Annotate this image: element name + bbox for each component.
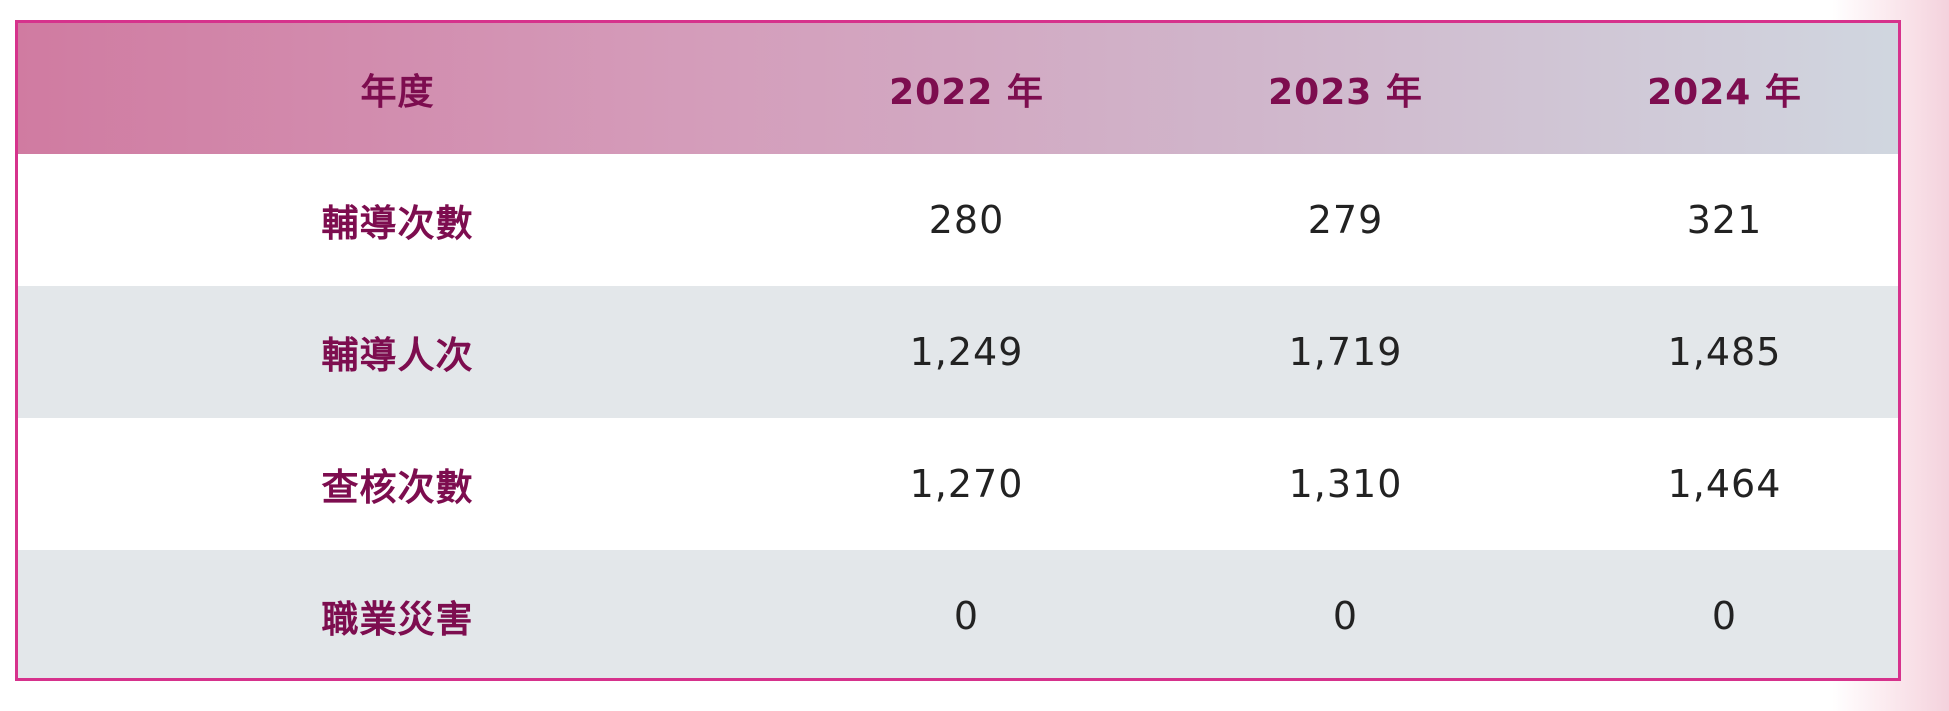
stats-table-frame: 年度 2022 年 2023 年 2024 年 輔導次數 280 279 321…: [15, 20, 1901, 681]
header-year-2024: 2024 年: [1647, 71, 1802, 113]
cell-value: 279: [1307, 198, 1384, 242]
table-row: 職業災害 0 0 0: [18, 550, 1898, 678]
table-row: 輔導次數 280 279 321: [18, 154, 1898, 286]
header-year-2022: 2022 年: [889, 71, 1044, 113]
cell-value: 0: [1711, 594, 1738, 638]
header-label-year: 年度: [360, 71, 435, 113]
cell-value: 1,249: [909, 330, 1024, 374]
row-label: 職業災害: [321, 598, 474, 641]
cell-value: 321: [1686, 198, 1763, 242]
cell-value: 0: [953, 594, 980, 638]
cell-value: 280: [928, 198, 1005, 242]
cell-value: 1,485: [1667, 330, 1782, 374]
stats-table: 年度 2022 年 2023 年 2024 年 輔導次數 280 279 321…: [18, 23, 1898, 678]
row-label: 輔導人次: [321, 334, 474, 377]
cell-value: 1,270: [909, 462, 1024, 506]
cell-value: 1,310: [1288, 462, 1403, 506]
table-header-row: 年度 2022 年 2023 年 2024 年: [18, 23, 1898, 154]
cell-value: 1,464: [1667, 462, 1782, 506]
cell-value: 0: [1332, 594, 1359, 638]
header-year-2023: 2023 年: [1268, 71, 1423, 113]
cell-value: 1,719: [1288, 330, 1403, 374]
table-row: 查核次數 1,270 1,310 1,464: [18, 418, 1898, 550]
row-label: 輔導次數: [321, 202, 474, 245]
table-row: 輔導人次 1,249 1,719 1,485: [18, 286, 1898, 418]
row-label: 查核次數: [321, 466, 474, 509]
